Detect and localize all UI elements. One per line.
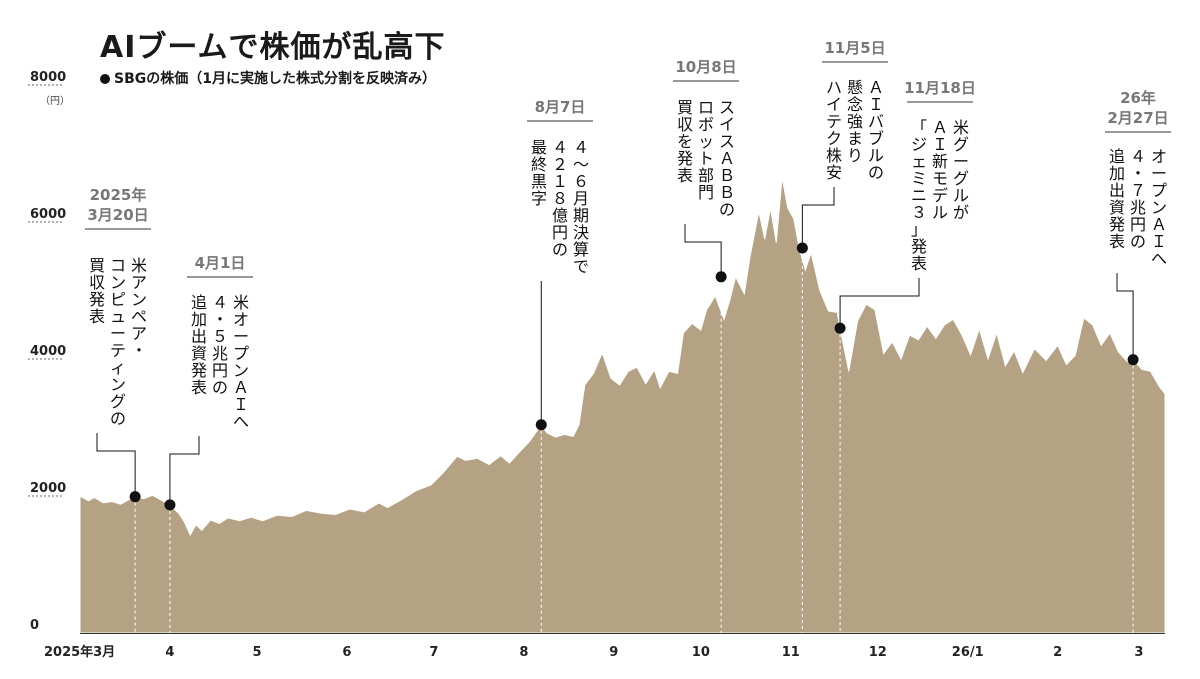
annotation-text-column: ハイテク株安 [826, 78, 842, 182]
annotation-text-column: ４２１８億円の [552, 138, 568, 259]
annotation-text-column: 懸念強まり [847, 78, 863, 165]
annotation-date-label: 11月18日 [904, 79, 976, 97]
annotation-text-column: ロボット部門 [698, 98, 714, 202]
x-tick-label: 2 [1053, 645, 1062, 660]
legend-marker-icon [100, 74, 110, 84]
x-tick-label: 2025年3月 [44, 644, 115, 660]
annotation-date-label: 10月8日 [675, 58, 736, 76]
annotation-leader-line [1116, 273, 1134, 360]
annotation-text-column: 買収発表 [89, 256, 105, 326]
x-tick-label: 26/1 [952, 645, 984, 660]
annotation-text-column: ４・５兆円の [212, 293, 228, 397]
annotation-date-label: 2025年 [90, 186, 147, 204]
subtitle-text: SBGの株価（1月に実施した株式分割を反映済み） [114, 71, 436, 87]
x-tick-label: 11 [782, 645, 800, 660]
annotation-text-column: ４・７兆円の [1130, 147, 1146, 251]
x-tick-label: 5 [252, 645, 261, 660]
x-tick-label: 9 [609, 645, 618, 660]
annotation-text-column: オープンＡＩへ [1151, 147, 1167, 268]
x-tick-label: 4 [165, 645, 174, 660]
annotation-text-column: スイスＡＢＢの [719, 98, 735, 219]
annotation-point-marker [164, 499, 176, 511]
annotation-leader-line [169, 436, 200, 505]
annotation-text-column: 追加出資発表 [191, 293, 207, 397]
annotation-date-label: 3月20日 [87, 206, 148, 224]
annotation-text-column: 最終黒字 [531, 138, 547, 208]
annotation-text-column: ＡＩバブルの [868, 78, 884, 182]
annotation-text-column: 米グーグルが [953, 118, 969, 222]
x-tick-label: 10 [692, 645, 710, 660]
chart-subtitle: SBGの株価（1月に実施した株式分割を反映済み） [100, 68, 436, 88]
x-tick-label: 12 [869, 645, 887, 660]
annotation-date-label: 4月1日 [195, 254, 246, 272]
annotation-date-label: 2月27日 [1107, 109, 1168, 127]
price-area [79, 177, 1166, 634]
annotation-point-marker [715, 271, 727, 283]
annotation-text-column: 米アンペア・ [131, 256, 147, 360]
y-tick-label: 4000 [30, 344, 66, 359]
annotation-leader-line [96, 433, 136, 497]
annotation-date-label: 8月7日 [535, 98, 586, 116]
annotation-date-label: 26年 [1120, 89, 1156, 107]
x-tick-label: 8 [519, 645, 528, 660]
y-axis-unit: （円） [40, 96, 70, 107]
annotation-point-marker [129, 491, 141, 503]
annotation-point-marker [796, 242, 808, 254]
chart-title: AIブームで株価が乱高下 [100, 30, 446, 65]
annotation-point-marker [535, 419, 547, 431]
x-tick-label: 3 [1134, 645, 1143, 660]
annotation-text-column: ＡＩ新モデル [932, 118, 948, 222]
annotation-leader-line [684, 224, 722, 277]
x-tick-label: 7 [429, 645, 438, 660]
annotation-point-marker [834, 322, 846, 334]
annotation-text-column: 追加出資発表 [1109, 147, 1125, 251]
annotation-text-column: 買収を発表 [677, 98, 693, 185]
annotation-text-column: コンピューティングの [110, 256, 126, 428]
y-tick-label: 8000 [30, 70, 66, 85]
annotation-date-label: 11月5日 [824, 39, 885, 57]
annotation-leader-line [801, 187, 835, 249]
annotation-point-marker [1127, 354, 1139, 366]
annotation-text-column: 米オープンＡＩへ [233, 293, 249, 431]
y-tick-label: 2000 [30, 481, 66, 496]
x-tick-label: 6 [342, 645, 351, 660]
annotation-text-column: ４〜６月期決算で [573, 138, 589, 276]
annotation-leader-line [839, 278, 920, 329]
annotation-text-column: 「ジェミニ３」発表 [911, 118, 927, 273]
y-tick-label: 0 [30, 618, 39, 633]
y-tick-label: 6000 [30, 207, 66, 222]
